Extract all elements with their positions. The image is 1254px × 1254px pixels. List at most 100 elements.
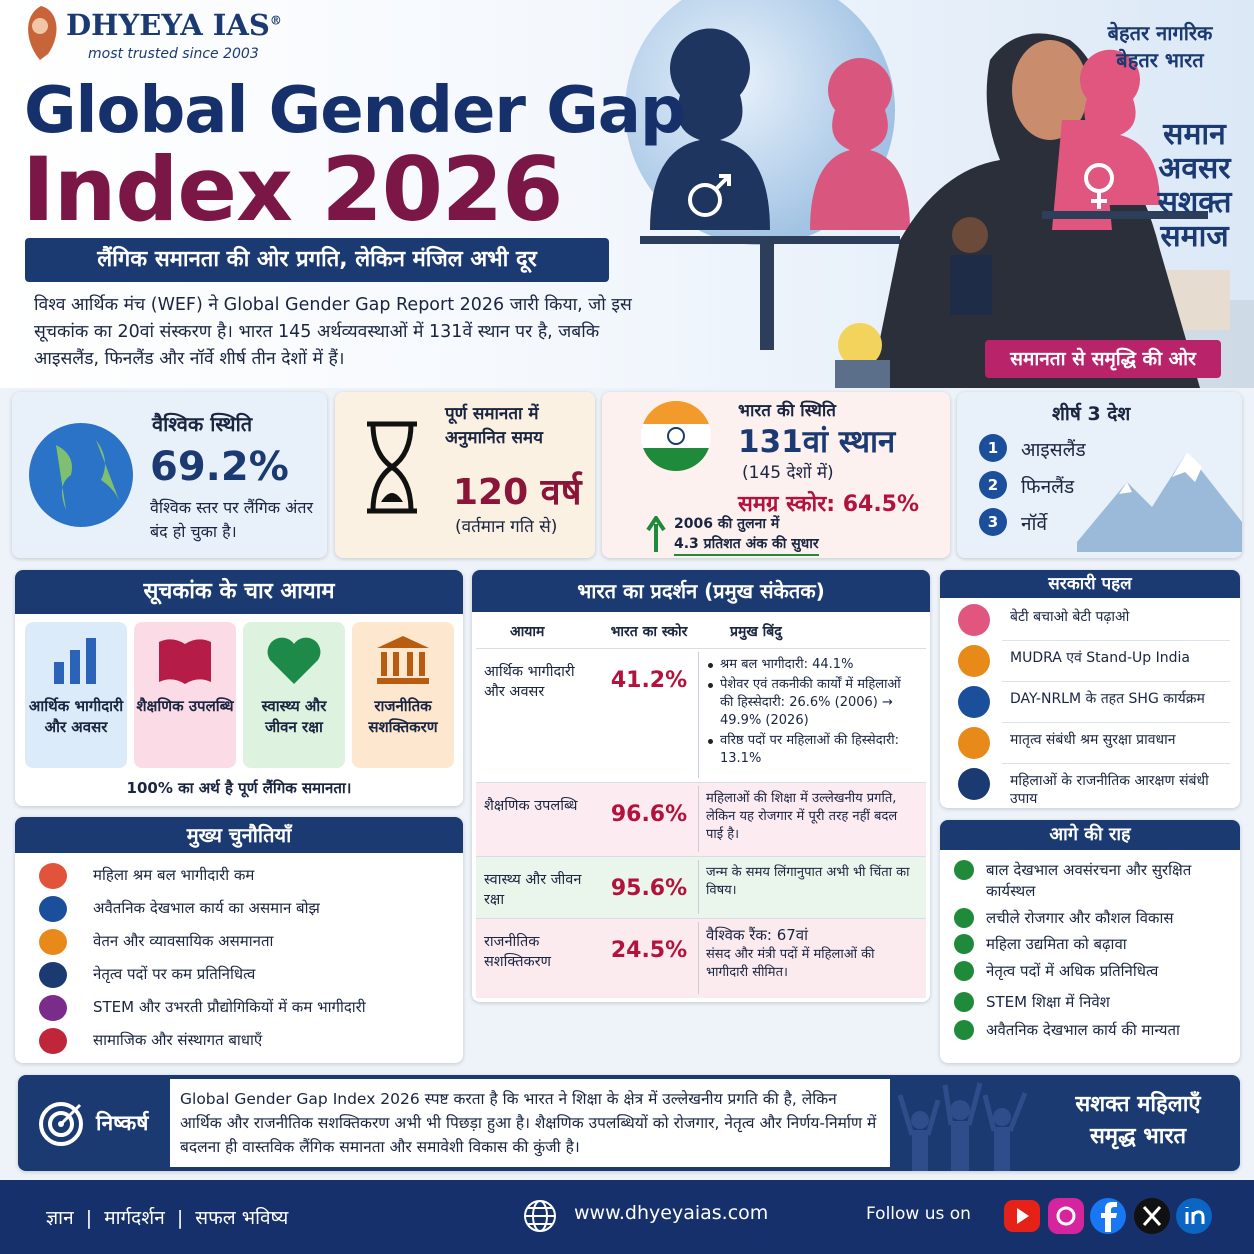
table-row [476, 648, 926, 782]
initiative-icon [958, 645, 990, 677]
brand-name: DHYEYA IAS® [66, 8, 282, 42]
hourglass-icon [367, 421, 417, 514]
way-forward-text: बाल देखभाल अवसंरचना और सुरक्षित कार्यस्थ… [986, 861, 1192, 900]
initiative-text: मातृत्व संबंधी श्रम सुरक्षा प्रावधान [1010, 732, 1176, 748]
footer-website[interactable]: www.dhyeyaias.com [574, 1202, 769, 1224]
check-icon [954, 1020, 974, 1040]
slogan-line: बेहतर नागरिक [1107, 21, 1213, 45]
bullet-dot [708, 683, 713, 688]
footer-follow: Follow us on [866, 1204, 971, 1224]
footer: ज्ञान | मार्गदर्शन | सफल भविष्य www.dhye… [0, 1180, 1254, 1254]
way-forward-text: अवैतनिक देखभाल कार्य की मान्यता [986, 1021, 1180, 1039]
brand-name-text: DHYEYA IAS [66, 8, 270, 42]
divider [1002, 722, 1230, 723]
title-line-1: Global Gender Gap [24, 74, 686, 148]
globe-icon [29, 423, 133, 527]
country-name: आइसलैंड [1021, 439, 1086, 461]
hero-tag: समान [1163, 117, 1226, 152]
challenges-panel: मुख्य चुनौतियाँ महिला श्रम बल भागीदारी क… [15, 817, 463, 1063]
dimension-card: शैक्षणिक उपलब्धि [134, 622, 236, 768]
initiative-text: MUDRA एवं Stand-Up India [1010, 650, 1190, 666]
stat-value: 120 वर्ष [453, 472, 582, 513]
row-dimension: आर्थिक भागीदारी और अवसर [484, 664, 575, 700]
rank-badge: 2 [979, 471, 1007, 499]
intro-text: विश्व आर्थिक मंच (WEF) ने Global Gender … [34, 295, 632, 369]
bullet-dot [708, 663, 713, 668]
web-icon [524, 1200, 556, 1232]
initiative-icon [958, 604, 990, 636]
dimension-card: स्वास्थ्य और जीवन रक्षा [243, 622, 345, 768]
row-dimension: राजनीतिक सशक्तिकरण [484, 934, 552, 970]
dimension-card: राजनीतिक सशक्तिकरण [352, 622, 454, 768]
panel-title: सरकारी पहल [940, 570, 1240, 598]
check-icon [954, 934, 974, 954]
challenge-icon [39, 962, 67, 988]
stat-note: (वर्तमान गति से) [455, 517, 558, 537]
bullet-dot [708, 739, 713, 744]
table-header: भारत का स्कोर [610, 624, 688, 640]
panel-title: सूचकांक के चार आयाम [15, 570, 463, 614]
check-icon [954, 961, 974, 981]
stat-value: 69.2% [150, 444, 289, 490]
initiative-text: बेटी बचाओ बेटी पढ़ाओ [1010, 609, 1130, 625]
brand-reg: ® [269, 13, 282, 28]
hero-banner: समानता से समृद्धि की ओर [985, 340, 1221, 378]
check-icon [954, 908, 974, 928]
target-icon [39, 1102, 83, 1146]
divider [1002, 681, 1230, 682]
divider [1002, 640, 1230, 641]
dimension-icon [54, 638, 96, 684]
check-icon [954, 860, 974, 880]
challenge-text: सामाजिक और संस्थागत बाधाएँ [93, 1031, 263, 1049]
instagram-icon[interactable] [1048, 1198, 1084, 1234]
stat-note: (145 देशों में) [742, 463, 834, 483]
conclusion-label: निष्कर्ष [96, 1111, 149, 1135]
row-point: वैश्विक रैंक: 67वां [706, 926, 809, 944]
conclusion-panel: निष्कर्ष Global Gender Gap Index 2026 स्… [18, 1075, 1240, 1171]
dimension-icon [377, 636, 429, 684]
row-score: 24.5% [610, 938, 688, 963]
panel-title: मुख्य चुनौतियाँ [15, 817, 463, 853]
row-dimension: शैक्षणिक उपलब्धि [484, 798, 578, 814]
brand-tagline: most trusted since 2003 [88, 46, 259, 62]
way-forward-panel: आगे की राह बाल देखभाल अवसंरचना और सुरक्ष… [940, 820, 1240, 1063]
challenge-icon [39, 863, 67, 889]
initiative-text: DAY-NRLM के तहत SHG कार्यक्रम [1010, 691, 1205, 707]
row-point: संसद और मंत्री पदों में महिलाओं की भागीद… [706, 947, 875, 980]
up-arrow [646, 516, 666, 552]
row-bullet: पेशेवर एवं तकनीकी कार्यों में महिलाओं की… [720, 677, 901, 728]
hero-tags: समान अवसर सशक्त समाज [1142, 118, 1247, 254]
conclusion-tagline: सशक्त महिलाएँ समृद्ध भारत [1048, 1089, 1228, 1153]
challenge-icon [39, 1028, 67, 1054]
stat-value: 131वां स्थान [738, 424, 896, 460]
stat-title: पूर्ण समानता में अनुमानित समय [445, 404, 543, 448]
stat-note: वैश्विक स्तर पर लैंगिक अंतर बंद हो चुका … [150, 498, 314, 541]
slogan-line: बेहतर भारत [1116, 48, 1204, 72]
slogan: बेहतर नागरिक बेहतर भारत [1075, 20, 1245, 74]
conclusion-text: Global Gender Gap Index 2026 स्पष्ट करता… [170, 1079, 890, 1167]
column-divider [698, 860, 699, 914]
dimensions-note: 100% का अर्थ है पूर्ण लैंगिक समानता। [126, 779, 352, 797]
row-score: 96.6% [610, 802, 688, 827]
hero-tag: समाज [1160, 219, 1229, 254]
tagline-line: सशक्त महिलाएँ [1075, 1092, 1201, 1117]
dimension-icon [267, 637, 321, 684]
initiative-icon [958, 686, 990, 718]
way-forward-text: लचीले रोजगार और कौशल विकास [986, 909, 1174, 927]
table-row [476, 782, 926, 856]
dimension-label: आर्थिक भागीदारी और अवसर [28, 697, 124, 736]
performance-panel: भारत का प्रदर्शन (प्रमुख संकेतक) आयाम भार… [472, 570, 930, 1002]
row-score: 95.6% [610, 876, 688, 901]
brand-logo [28, 6, 57, 60]
initiative-icon [958, 727, 990, 759]
stat-top3: शीर्ष 3 देश 1 आइसलैंड 2 फिनलैंड 3 नॉर्वे [957, 392, 1242, 558]
india-flag [641, 401, 711, 471]
hero-tag: सशक्त [1157, 185, 1232, 220]
check-icon [954, 992, 974, 1012]
dimension-card: आर्थिक भागीदारी और अवसर [25, 622, 127, 768]
table-row [476, 856, 926, 918]
footer-motto: ज्ञान | मार्गदर्शन | सफल भविष्य [46, 1207, 289, 1229]
stat-title: भारत की स्थिति [738, 401, 836, 421]
country-name: फिनलैंड [1021, 476, 1075, 498]
